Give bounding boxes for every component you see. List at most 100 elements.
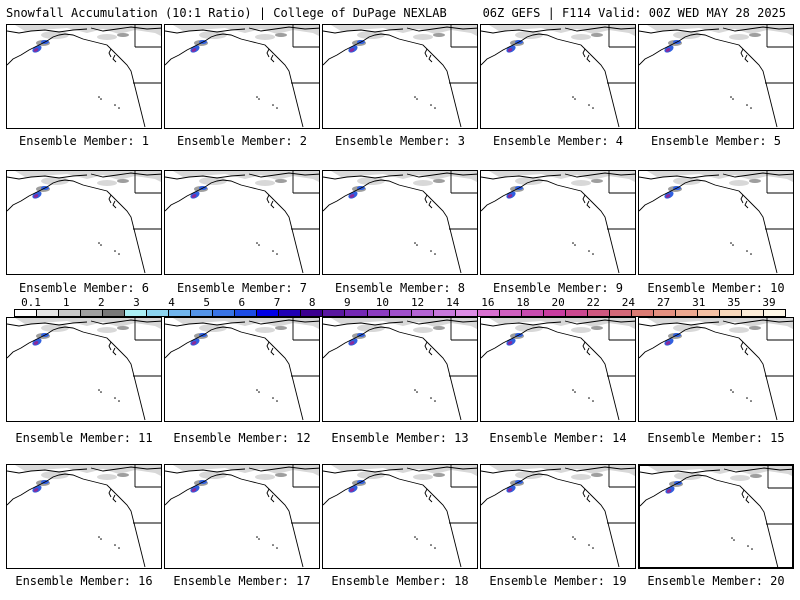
ensemble-map-panel[interactable] [6,464,162,569]
north-pacific-map [165,318,319,421]
north-pacific-map [323,318,477,421]
ensemble-map-panel[interactable] [6,170,162,275]
colorbar-tick-label: 39 [762,296,776,309]
ensemble-map-panel[interactable] [6,24,162,129]
ensemble-map-panel[interactable] [480,170,636,275]
north-pacific-map [481,465,635,568]
north-pacific-map [7,318,161,421]
colorbar-tick-label: 12 [410,296,425,309]
ensemble-member-label: Ensemble Member: 20 [647,574,785,588]
colorbar-swatch [455,310,478,316]
colorbar-tick-label: 14 [446,296,460,309]
north-pacific-map [323,171,477,274]
colorbar-swatch [103,310,126,316]
colorbar-swatch [345,310,368,316]
ensemble-member-label: Ensemble Member: 14 [489,431,627,445]
colorbar-swatch [301,310,324,316]
ensemble-map-panel[interactable] [638,317,794,422]
colorbar-swatch [742,310,765,316]
colorbar-swatch [477,310,500,316]
colorbar-swatch [411,310,434,316]
ensemble-map-panel[interactable] [322,170,478,275]
model-run-info: 06Z GEFS | F114 Valid: 00Z WED MAY 28 20… [482,6,786,20]
north-pacific-map [7,25,161,128]
colorbar-swatch [764,310,786,316]
colorbar-swatch [565,310,588,316]
colorbar-tick-label: 10 [375,296,390,309]
colorbar-tick-label: 6 [238,296,246,309]
colorbar-tick-label: 24 [621,296,636,309]
colorbar-swatch [147,310,170,316]
ensemble-map-panel[interactable] [638,170,794,275]
colorbar-swatch [59,310,82,316]
colorbar-swatch [37,310,60,316]
north-pacific-map [7,465,161,568]
ensemble-map-panel[interactable] [164,170,320,275]
ensemble-member-label: Ensemble Member: 9 [492,281,624,295]
north-pacific-map [165,171,319,274]
north-pacific-map [323,25,477,128]
ensemble-map-panel[interactable] [322,464,478,569]
colorbar-tick-label: 22 [586,296,600,309]
ensemble-member-label: Ensemble Member: 15 [647,431,785,445]
colorbar-tick-label: 27 [656,296,671,309]
ensemble-map-panel[interactable] [164,24,320,129]
colorbar-tick-label: 31 [692,296,706,309]
ensemble-member-label: Ensemble Member: 19 [489,574,627,588]
ensemble-member-label: Ensemble Member: 11 [15,431,153,445]
ensemble-map-panel[interactable] [480,464,636,569]
ensemble-member-label: Ensemble Member: 8 [334,281,466,295]
colorbar-swatch [389,310,412,316]
colorbar-tick-label: 8 [308,296,316,309]
ensemble-member-label: Ensemble Member: 5 [650,134,782,148]
ensemble-member-label: Ensemble Member: 18 [331,574,469,588]
north-pacific-map [640,466,792,567]
colorbar-swatch [720,310,743,316]
colorbar-tick-label: 9 [343,296,351,309]
map-title: Snowfall Accumulation (10:1 Ratio) | Col… [6,6,447,20]
colorbar-swatch [499,310,522,316]
colorbar-tick-label: 16 [481,296,495,309]
ensemble-map-panel[interactable] [322,24,478,129]
ensemble-member-label: Ensemble Member: 16 [15,574,153,588]
ensemble-member-label: Ensemble Member: 10 [647,281,785,295]
north-pacific-map [165,25,319,128]
colorbar-tick-label: 4 [168,296,175,309]
snowfall-colorbar [14,309,786,317]
north-pacific-map [481,25,635,128]
ensemble-map-panel[interactable] [6,317,162,422]
ensemble-map-panel[interactable] [638,24,794,129]
ensemble-member-label: Ensemble Member: 6 [18,281,150,295]
ensemble-member-label: Ensemble Member: 1 [18,134,150,148]
ensemble-map-panel[interactable] [322,317,478,422]
ensemble-member-label: Ensemble Member: 12 [173,431,311,445]
ensemble-member-label: Ensemble Member: 7 [176,281,308,295]
colorbar-swatch [235,310,258,316]
colorbar-swatch [81,310,104,316]
colorbar-swatch [191,310,214,316]
colorbar-tick-label: 1 [62,296,70,309]
colorbar-tick-label: 5 [203,296,211,309]
north-pacific-map [7,171,161,274]
colorbar-swatch [169,310,192,316]
colorbar-swatch [323,310,346,316]
north-pacific-map [639,318,793,421]
north-pacific-map [165,465,319,568]
ensemble-map-panel[interactable] [480,24,636,129]
ensemble-member-label: Ensemble Member: 13 [331,431,469,445]
colorbar-tick-label: 20 [551,296,565,309]
colorbar-swatch [521,310,544,316]
colorbar-swatch [587,310,610,316]
colorbar-tick-label: 2 [97,296,105,309]
ensemble-map-panel[interactable] [164,317,320,422]
colorbar-swatch [433,310,456,316]
ensemble-map-panel[interactable] [638,464,794,569]
colorbar-tick-labels: 0.1 1 2 3 4 5 6 7 8 9 10 12 14 16 18 20 22 24 27 31 35 39 [14,296,786,309]
ensemble-member-label: Ensemble Member: 17 [173,574,311,588]
ensemble-map-panel[interactable] [164,464,320,569]
ensemble-map-panel[interactable] [480,317,636,422]
north-pacific-map [639,25,793,128]
colorbar-swatch [653,310,676,316]
ensemble-member-label: Ensemble Member: 3 [334,134,466,148]
colorbar-swatch [675,310,698,316]
